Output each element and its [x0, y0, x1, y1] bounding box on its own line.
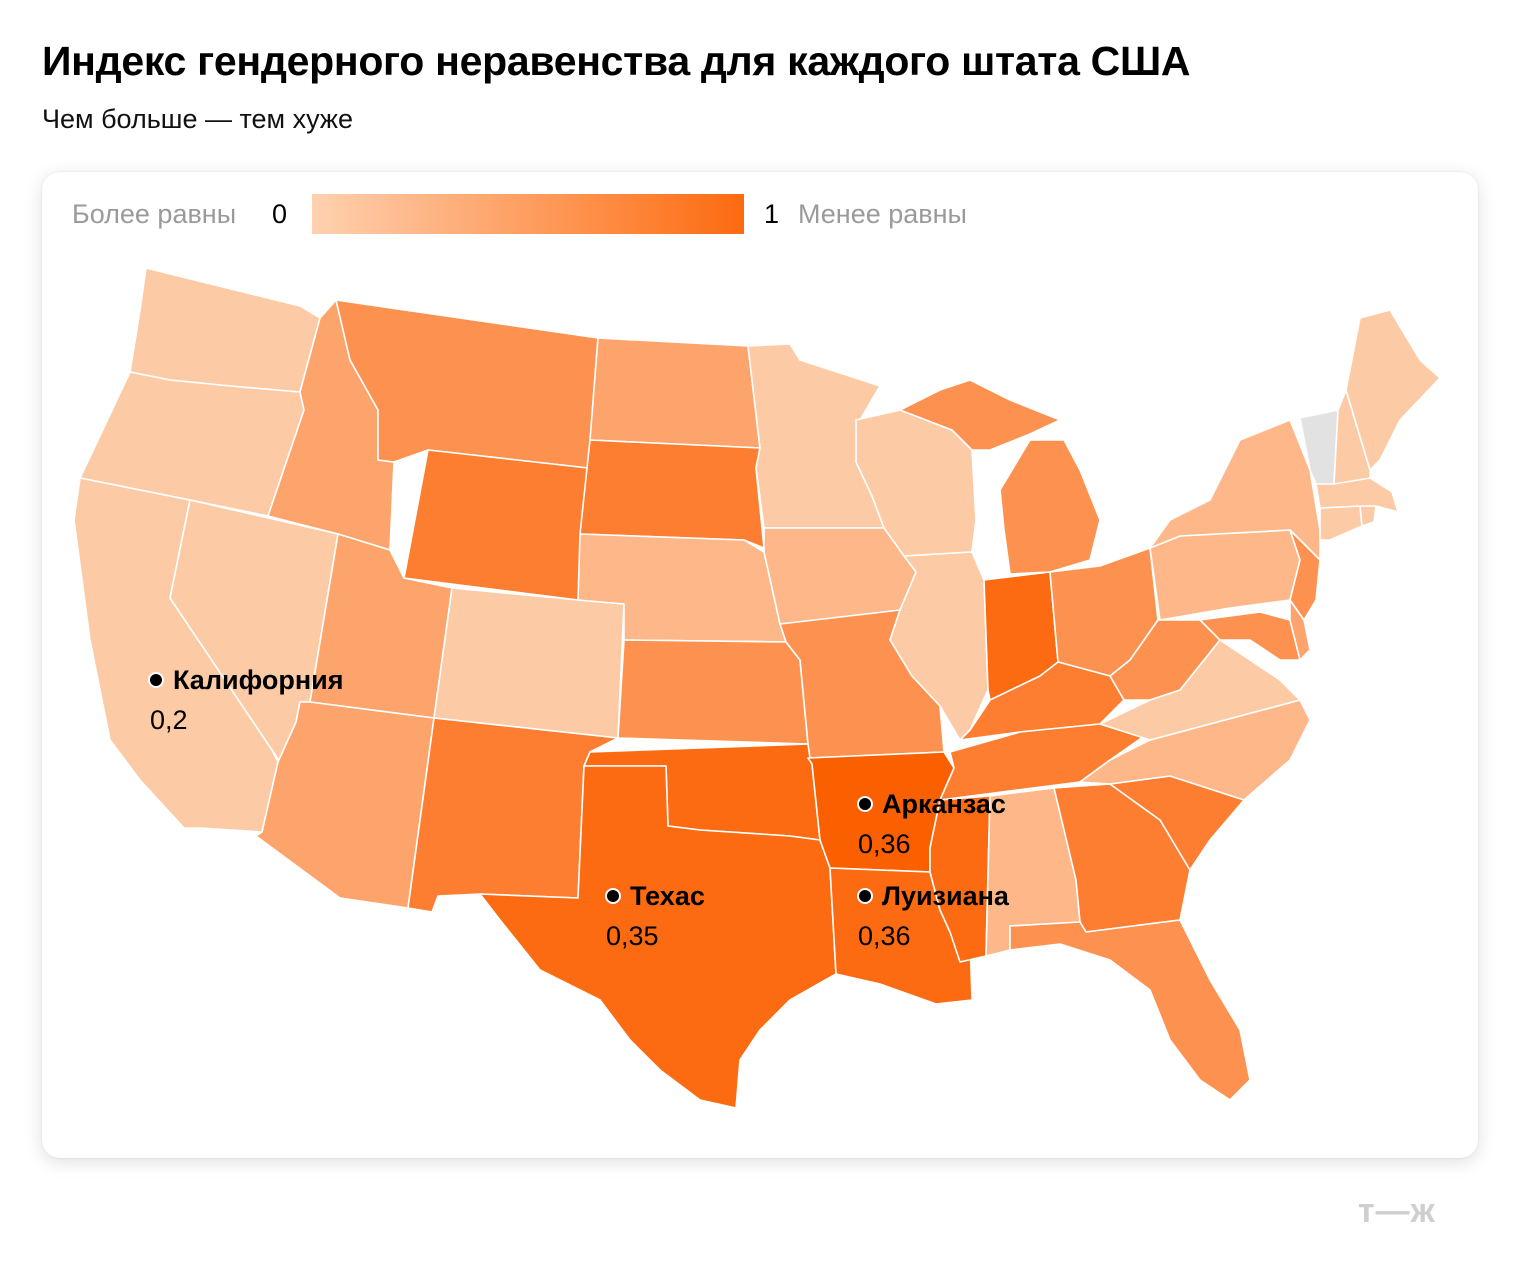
legend-right-label: Менее равны [798, 199, 967, 229]
state-iowa[interactable] [763, 527, 917, 625]
state-maryland[interactable] [1199, 611, 1301, 661]
state-michigan-upper[interactable] [899, 379, 1061, 451]
state-texas[interactable] [479, 765, 837, 1109]
chart-title: Индекс гендерного неравенства для каждог… [42, 38, 1191, 84]
callout-louisiana: Луизиана 0,36 [857, 881, 1010, 951]
callout-dot [148, 672, 164, 688]
color-legend: Более равны 0 1 Менее равны [72, 194, 1072, 234]
callout-name: Калифорния [173, 665, 344, 695]
state-washington[interactable] [129, 267, 321, 393]
legend-left-label: Более равны [72, 199, 237, 229]
state-virginia[interactable] [1099, 639, 1301, 741]
us-states-map: Калифорния 0,2 Арканзас 0,36 Техас 0,35 … [73, 267, 1441, 1109]
legend-min-value: 0 [272, 199, 288, 229]
state-pennsylvania[interactable] [1149, 529, 1301, 621]
callout-texas: Техас 0,35 [605, 881, 705, 951]
state-illinois[interactable] [889, 551, 989, 741]
callout-value: 0,36 [858, 921, 911, 951]
state-maine[interactable] [1345, 309, 1441, 471]
state-new-hampshire[interactable] [1333, 389, 1371, 485]
map-card: Более равны 0 1 Менее равны [42, 172, 1478, 1158]
callout-name: Арканзас [882, 789, 1006, 819]
state-wyoming[interactable] [403, 449, 589, 601]
callout-dot [857, 796, 873, 812]
state-massachusetts[interactable] [1315, 477, 1399, 513]
state-north-carolina[interactable] [1079, 699, 1311, 801]
state-michigan[interactable] [999, 439, 1101, 575]
callout-value: 0,35 [606, 921, 659, 951]
state-colorado[interactable] [433, 587, 625, 739]
state-rhode-island[interactable] [1359, 505, 1377, 527]
callout-arkansas: Арканзас 0,36 [857, 789, 1006, 859]
brand-logo: т—ж [1358, 1192, 1436, 1230]
state-north-dakota[interactable] [589, 337, 761, 449]
state-florida[interactable] [1009, 919, 1251, 1101]
callout-value: 0,2 [150, 705, 188, 735]
callout-name: Техас [630, 881, 705, 911]
chart-subtitle: Чем больше — тем хуже [42, 104, 353, 134]
state-connecticut[interactable] [1319, 505, 1363, 541]
callout-california: Калифорния 0,2 [148, 665, 344, 735]
callout-dot [857, 888, 873, 904]
callout-value: 0,36 [858, 829, 911, 859]
legend-max-value: 1 [764, 199, 780, 229]
state-new-jersey[interactable] [1289, 529, 1321, 621]
state-vermont[interactable] [1299, 409, 1339, 485]
callout-name: Луизиана [882, 881, 1010, 911]
legend-gradient-bar [312, 194, 744, 234]
state-south-dakota[interactable] [579, 439, 765, 549]
state-kansas[interactable] [617, 639, 809, 745]
callout-dot [605, 888, 621, 904]
